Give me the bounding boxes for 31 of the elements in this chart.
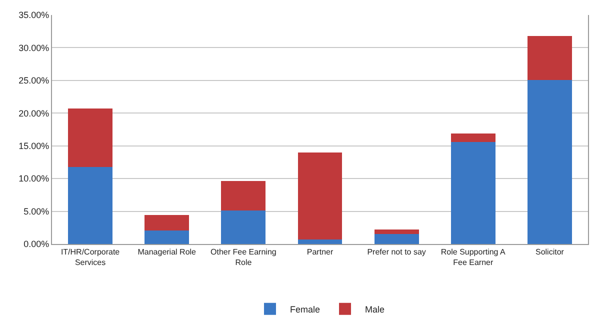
bar bbox=[221, 181, 266, 211]
bar bbox=[450, 142, 496, 244]
y-tick-label: 25.00% bbox=[18, 76, 50, 86]
bar bbox=[374, 234, 419, 244]
y-tick-label: 0.00% bbox=[24, 239, 50, 250]
y-tick-label: 5.00% bbox=[24, 206, 50, 216]
x-tick-label: Other Fee Earning Role bbox=[210, 248, 276, 267]
bar bbox=[528, 80, 572, 244]
x-tick-label: Partner bbox=[306, 248, 334, 257]
bar bbox=[221, 210, 266, 244]
bar bbox=[298, 152, 342, 240]
y-tick-label: 35.00% bbox=[18, 10, 50, 20]
x-tick-label: Solicitor bbox=[535, 248, 564, 257]
bar bbox=[144, 230, 190, 244]
y-tick-label: 20.00% bbox=[18, 108, 50, 118]
y-tick-label: 30.00% bbox=[18, 42, 50, 53]
bar bbox=[374, 230, 419, 234]
y-tick-label: 15.00% bbox=[18, 141, 50, 152]
bar bbox=[68, 108, 112, 167]
bar bbox=[450, 133, 496, 142]
legend-label: Male bbox=[365, 304, 385, 314]
y-tick-label: 10.00% bbox=[18, 174, 50, 184]
bar bbox=[528, 36, 572, 80]
x-tick-label: IT/HR/Corporate Services bbox=[60, 248, 120, 267]
bar bbox=[298, 239, 342, 244]
x-tick-label: Role Supporting A Fee Earner bbox=[440, 248, 506, 267]
x-tick-label: Prefer not to say bbox=[367, 248, 426, 257]
x-tick-label: Managerial Role bbox=[138, 248, 197, 257]
bar bbox=[68, 166, 112, 244]
bar bbox=[144, 215, 190, 230]
legend-label: Female bbox=[290, 304, 320, 314]
